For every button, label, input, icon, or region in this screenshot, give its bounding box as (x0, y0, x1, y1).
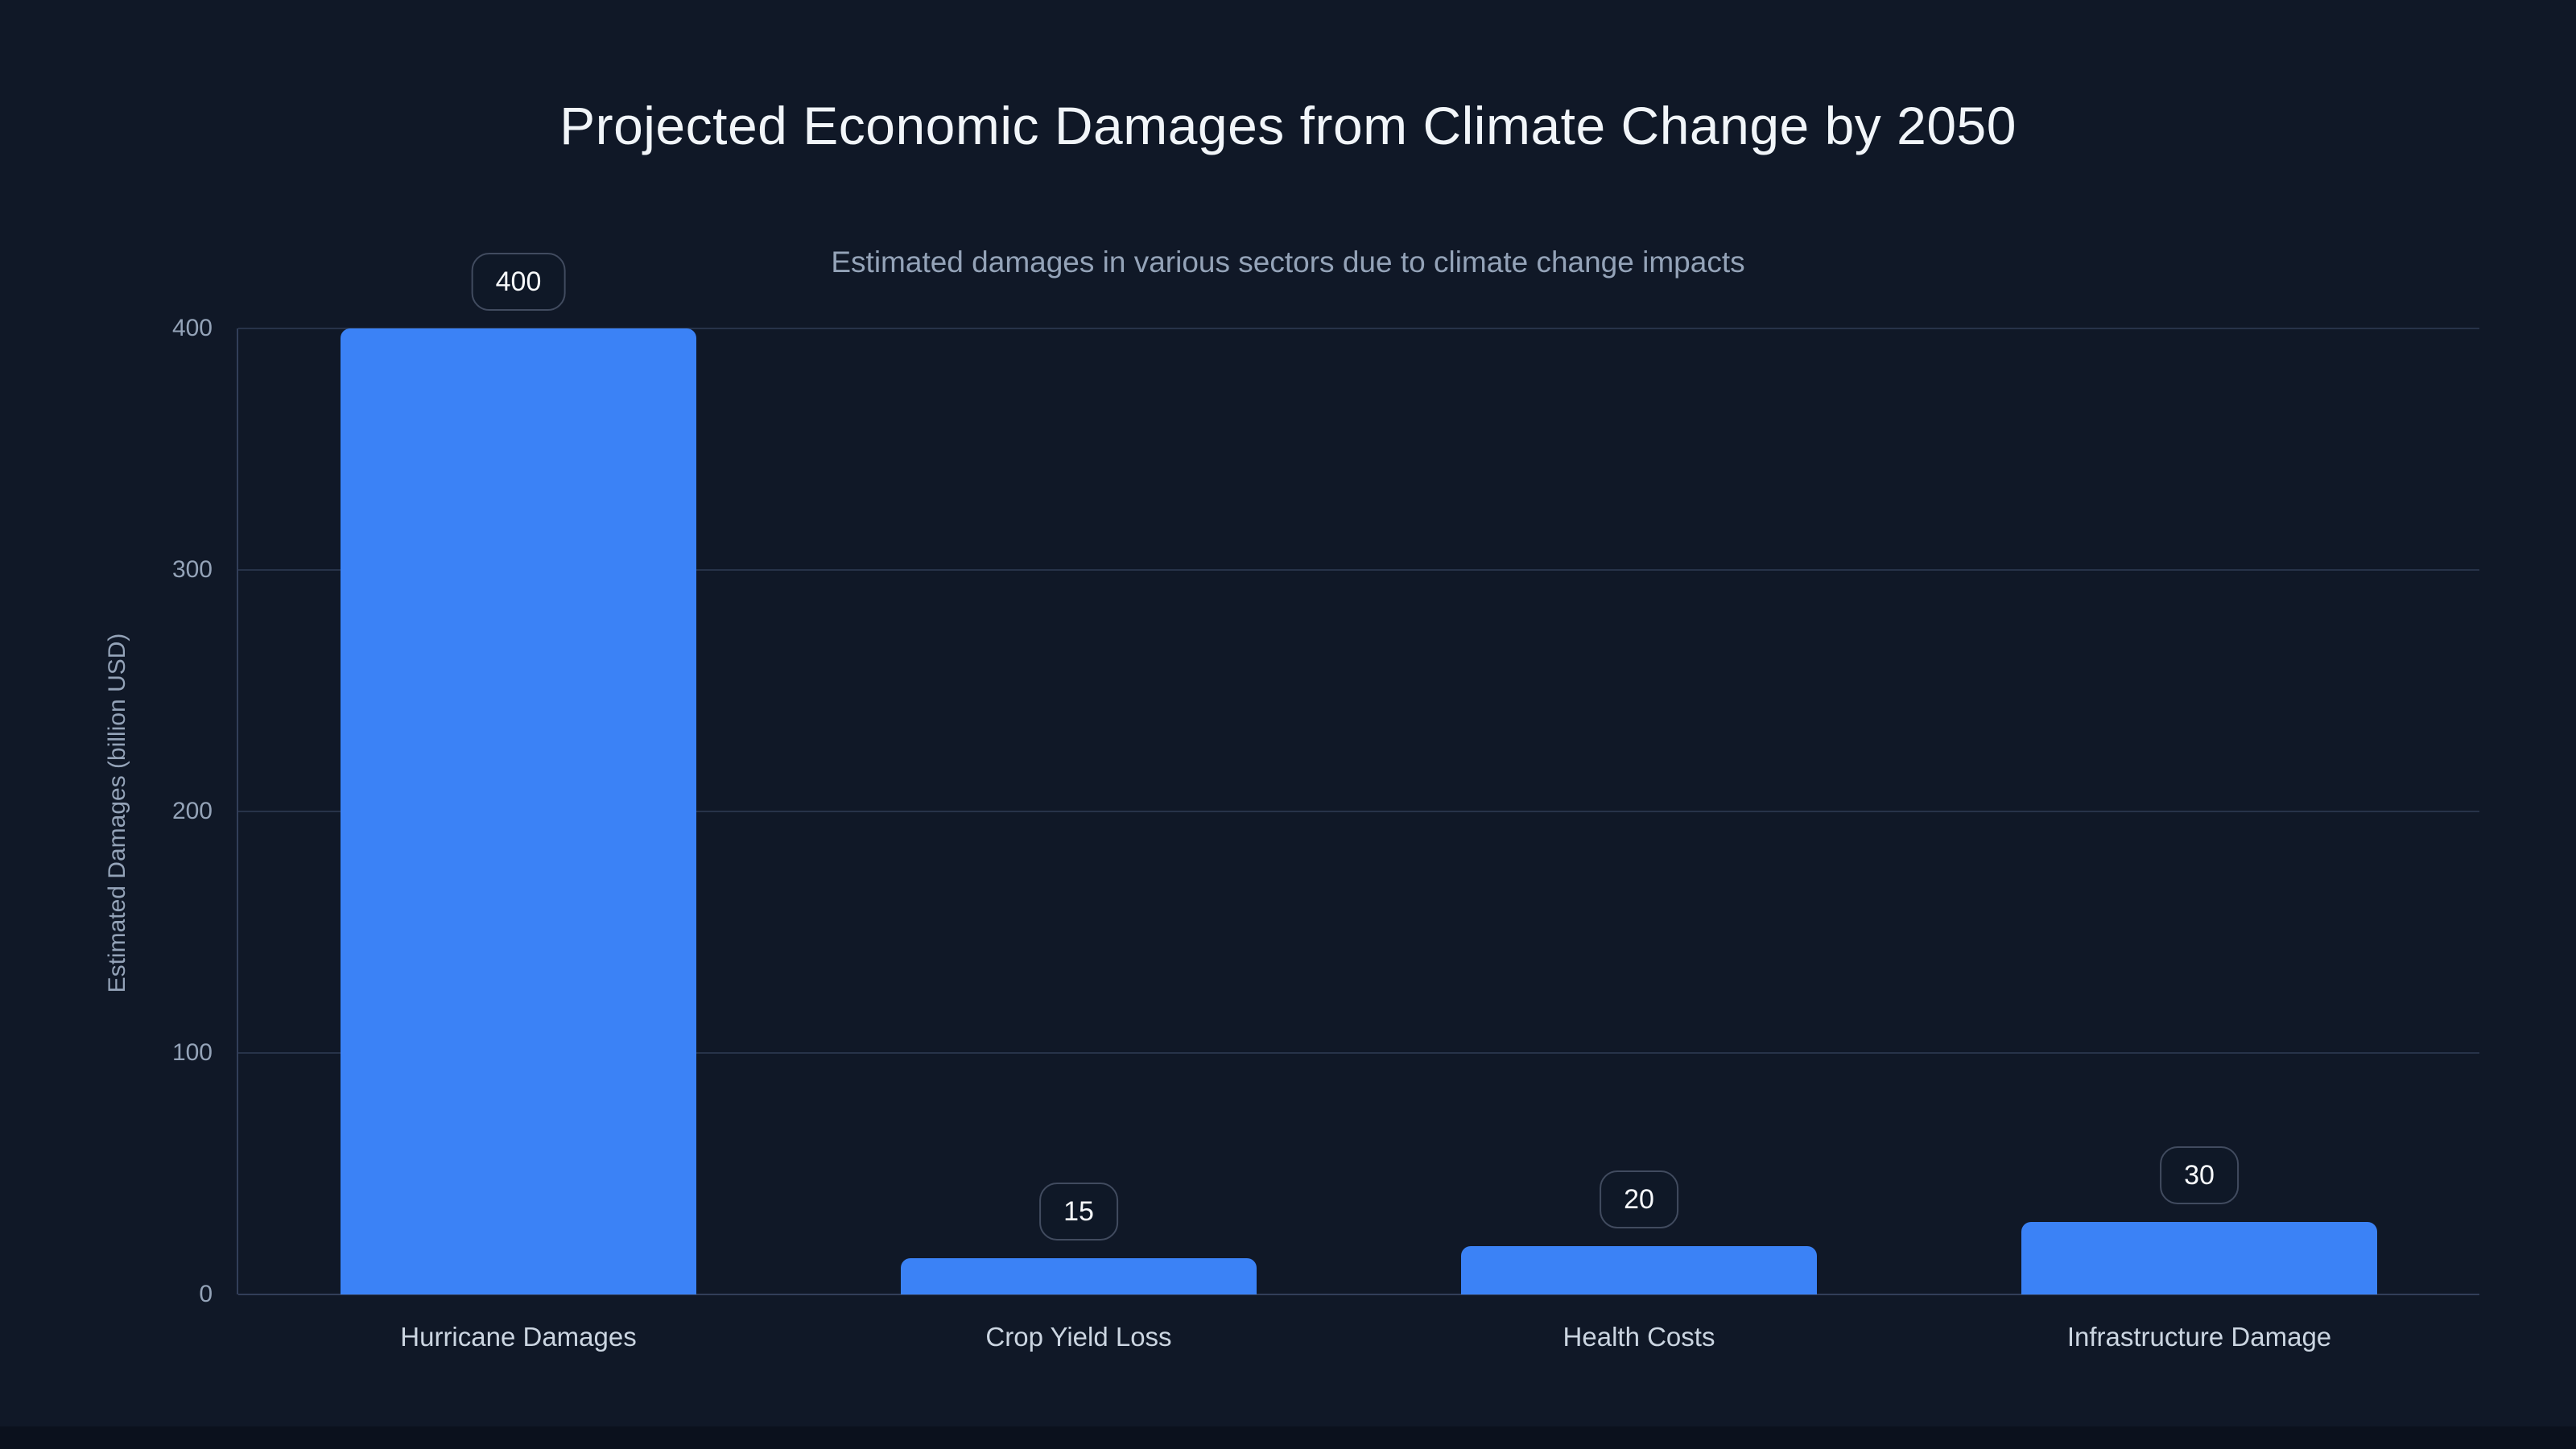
gridline-400 (238, 328, 2479, 329)
value-label-infrastructure-damage: 30 (2160, 1146, 2239, 1204)
x-axis-label-health-costs: Health Costs (1563, 1322, 1715, 1352)
bar-crop-yield-loss[interactable] (901, 1258, 1257, 1294)
chart-title: Projected Economic Damages from Climate … (559, 96, 2017, 155)
bar-health-costs[interactable] (1461, 1246, 1817, 1294)
chart-subtitle: Estimated damages in various sectors due… (831, 246, 1745, 279)
value-label-crop-yield-loss: 15 (1039, 1183, 1118, 1241)
gridline-300 (238, 569, 2479, 571)
x-axis-label-infrastructure-damage: Infrastructure Damage (2066, 1322, 2332, 1352)
y-tick-label-400: 400 (171, 315, 213, 341)
value-label-hurricane-damages: 400 (471, 253, 566, 311)
x-axis-baseline (238, 1294, 2479, 1295)
x-axis-label-hurricane-damages: Hurricane Damages (400, 1322, 637, 1352)
bar-infrastructure-damage[interactable] (2021, 1222, 2377, 1294)
y-tick-label-300: 300 (171, 556, 213, 583)
y-tick-label-0: 0 (199, 1281, 213, 1307)
value-label-health-costs: 20 (1600, 1170, 1678, 1228)
plot-area: 400 15 20 30 (237, 253, 2479, 1295)
y-tick-label-200: 200 (171, 798, 213, 824)
gridline-100 (238, 1052, 2479, 1054)
y-tick-label-100: 100 (171, 1039, 213, 1066)
y-axis-line (237, 328, 238, 1294)
bar-hurricane-damages[interactable] (341, 328, 696, 1294)
gridline-200 (238, 811, 2479, 812)
x-axis-label-crop-yield-loss: Crop Yield Loss (985, 1322, 1172, 1352)
